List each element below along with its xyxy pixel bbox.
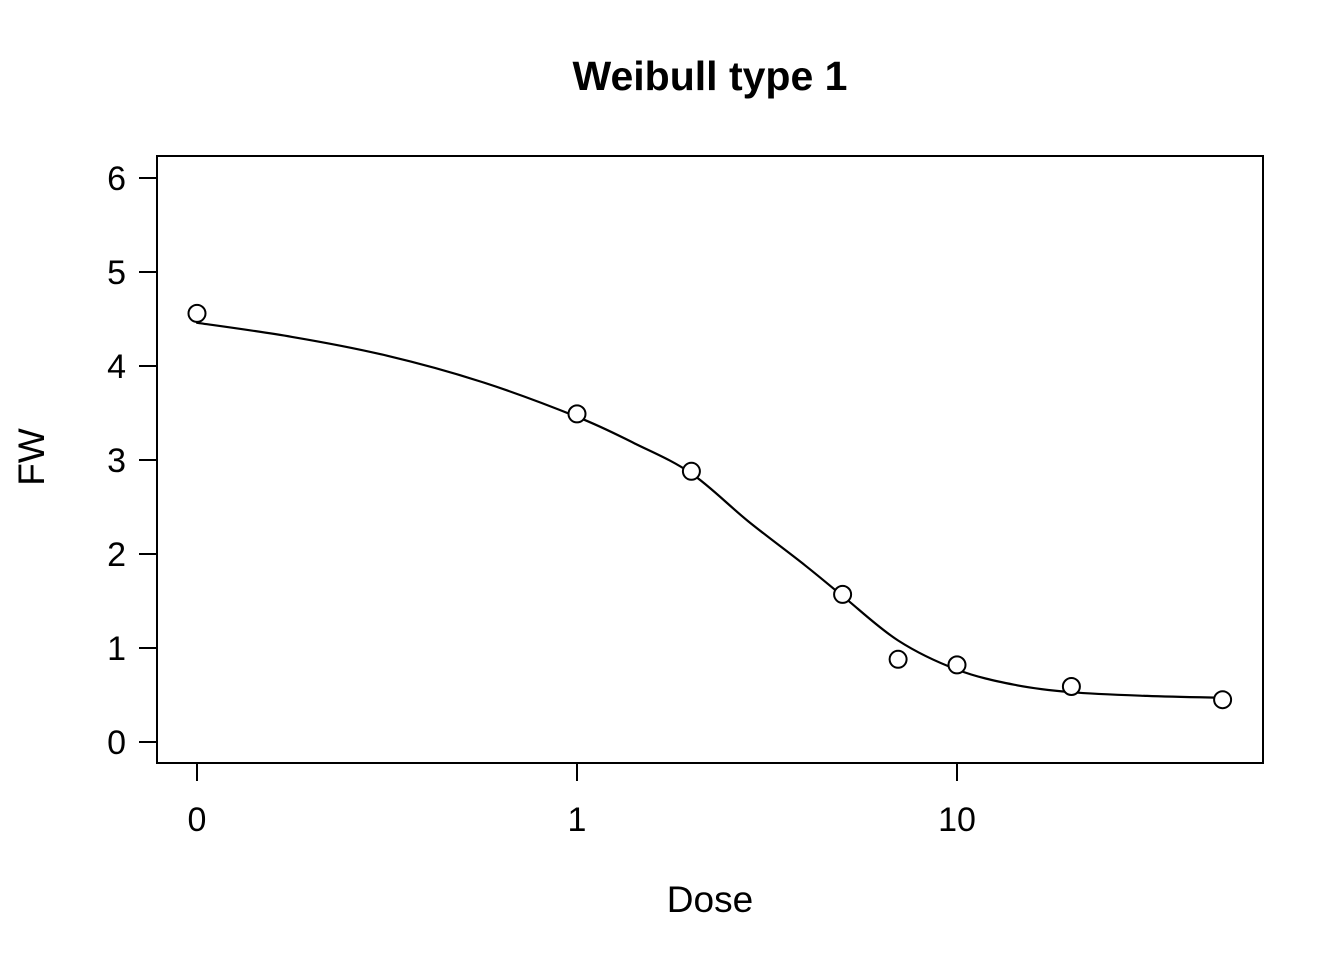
data-point-dose-10: [947, 655, 967, 675]
data-point-dose-1: [567, 404, 587, 424]
y-tick-label: 2: [107, 536, 126, 574]
x-tick-label: 10: [938, 801, 976, 839]
x-axis-ticks: 0 1 10: [188, 763, 976, 839]
y-tick-label: 0: [107, 724, 126, 762]
y-tick-label: 5: [107, 254, 126, 292]
data-point-dose-5: [833, 584, 853, 604]
data-point-dose-50: [1213, 690, 1233, 710]
x-axis-label: Dose: [667, 879, 753, 920]
y-axis-label: FW: [11, 428, 52, 486]
chart-title: Weibull type 1: [573, 53, 848, 99]
data-point-dose-7: [888, 649, 908, 669]
plot-box: [156, 155, 1264, 764]
x-tick-label: 0: [188, 801, 207, 839]
y-tick-label: 1: [107, 630, 126, 668]
data-point-dose-2: [681, 461, 701, 481]
data-point-dose-0: [187, 303, 207, 323]
y-axis-ticks: 0 1 2 3 4 5 6: [107, 160, 157, 762]
data-point-dose-20: [1061, 677, 1081, 696]
x-tick-label: 1: [568, 801, 587, 839]
y-tick-label: 6: [107, 160, 126, 198]
data-points: [187, 303, 1233, 710]
y-tick-label: 4: [107, 348, 126, 386]
fit-curve-line: [195, 321, 1225, 699]
y-tick-label: 3: [107, 442, 126, 480]
